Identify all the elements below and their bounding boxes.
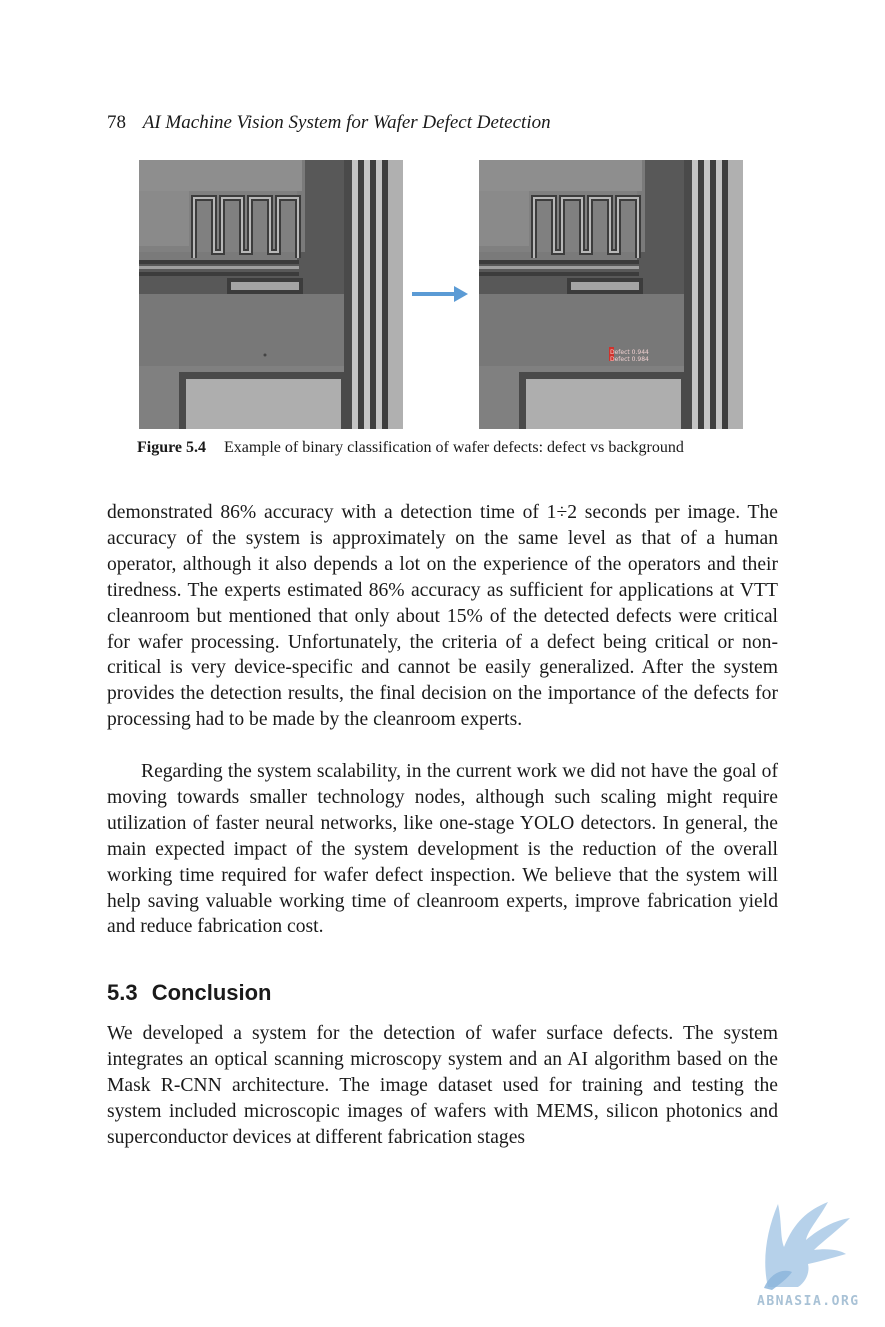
page-number: 78 <box>107 112 126 133</box>
right-arrow-icon <box>412 286 468 302</box>
section-number: 5.3 <box>107 980 138 1005</box>
wafer-micrograph-input <box>139 160 403 429</box>
body-paragraph-3: We developed a system for the detection … <box>107 1023 778 1148</box>
wafer-micrograph-detected: Defect 0.944 Defect 0.984 <box>479 160 743 429</box>
body-paragraph-1: demonstrated 86% accuracy with a detecti… <box>107 502 778 731</box>
figure-label: Figure 5.4 <box>137 439 207 456</box>
body-paragraph-2: Regarding the system scalability, in the… <box>107 761 778 938</box>
figure-caption-text: Example of binary classification of wafe… <box>224 439 684 456</box>
watermark-text: ABNASIA.ORG <box>757 1294 860 1309</box>
detection-label-2: Defect 0.984 <box>610 356 649 363</box>
running-title: AI Machine Vision System for Wafer Defec… <box>142 112 551 133</box>
griffin-logo-watermark <box>764 1202 850 1290</box>
section-title: Conclusion <box>151 980 272 1005</box>
detection-label-1: Defect 0.944 <box>610 349 649 356</box>
figure-caption: Figure 5.4 Example of binary classificat… <box>137 437 787 459</box>
section-heading: 5.3 Conclusion <box>107 979 272 1007</box>
running-header: 78 AI Machine Vision System for Wafer De… <box>107 110 787 136</box>
